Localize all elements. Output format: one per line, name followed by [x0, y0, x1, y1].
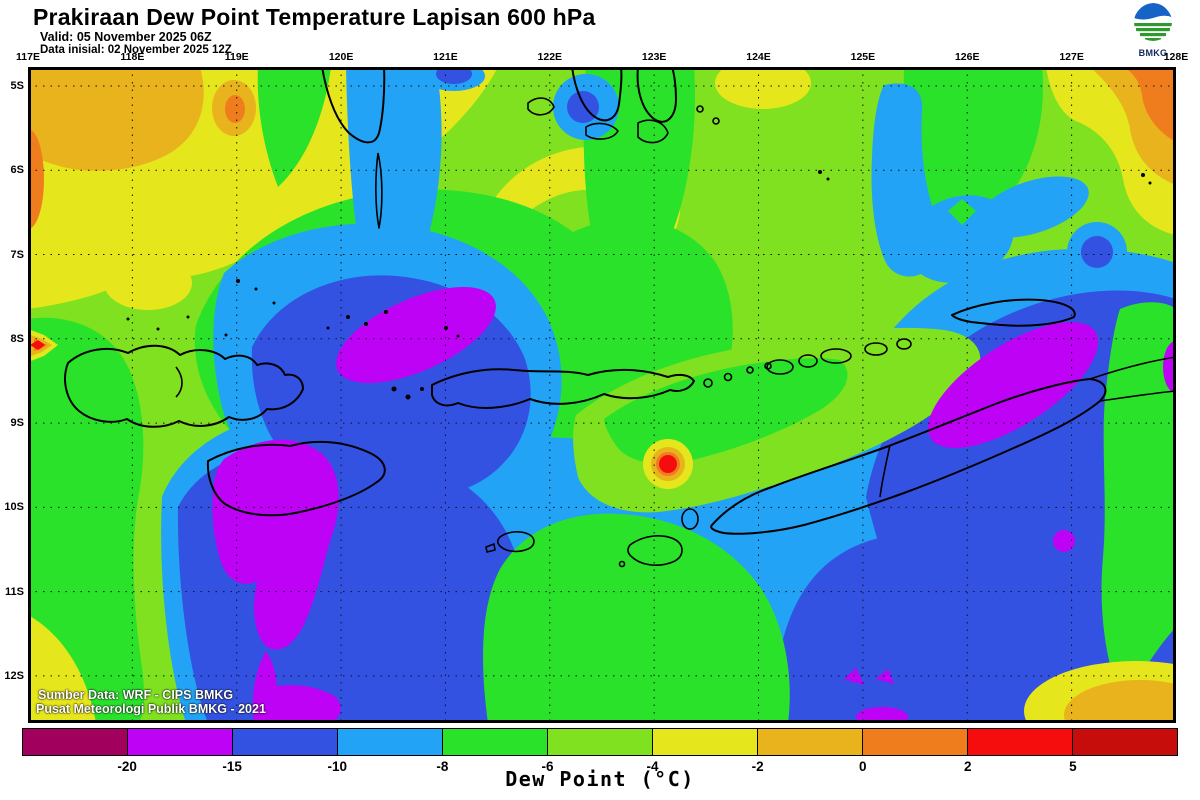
lon-label: 125E [850, 51, 876, 63]
data-source-credit: Sumber Data: WRF - CIPS BMKG [38, 688, 234, 702]
colorbar-tick-label: 5 [1069, 759, 1077, 774]
colorbar-segment [443, 729, 548, 755]
bmkg-logo-icon [1134, 3, 1172, 41]
weather-map [28, 67, 1176, 723]
lat-label: 9S [10, 417, 24, 430]
colorbar-tick-label: -4 [646, 759, 659, 774]
colorbar-segment [23, 729, 128, 755]
coastlines [64, 67, 1176, 568]
lon-label: 127E [1059, 51, 1084, 63]
colorbar-segment [1073, 729, 1177, 755]
colorbar-tick-label: -20 [117, 759, 137, 774]
lat-label: 7S [10, 248, 24, 261]
colorbar-tick-label: 0 [858, 759, 867, 774]
hot-spots [28, 329, 693, 489]
colorbar-segment [653, 729, 758, 755]
init-time: Data inisial: 02 November 2025 12Z [40, 44, 232, 56]
colorbar-segment [548, 729, 653, 755]
colorbar-segment [128, 729, 233, 755]
lon-label: 124E [746, 51, 771, 63]
lat-label: 5S [10, 80, 24, 92]
colorbar-segment [758, 729, 863, 755]
page-title: Prakiraan Dew Point Temperature Lapisan … [33, 4, 596, 30]
lon-label: 119E [224, 51, 249, 63]
colorbar-segment [863, 729, 968, 755]
colorbar-tick-label: -2 [751, 759, 764, 774]
publisher-credit: Pusat Meteorologi Publik BMKG - 2021 [36, 702, 266, 716]
bmkg-logo: BMKG [1127, 2, 1179, 58]
lat-label: 11S [5, 585, 24, 598]
colorbar-segment [968, 729, 1073, 755]
colorbar-segment [233, 729, 338, 755]
lon-label: 126E [954, 51, 980, 63]
colorbar-segment [338, 729, 443, 755]
lon-label: 121E [433, 51, 458, 63]
dewpoint-contour-map [28, 67, 1176, 723]
colorbar-caption: Dew Point (°C) [505, 767, 695, 791]
lon-label: 128E [1163, 51, 1189, 63]
lat-label: 8S [10, 332, 24, 345]
magenta-regions [212, 286, 1176, 723]
colorbar-tick-label: -15 [222, 759, 242, 774]
lat-label: 10S [4, 501, 24, 514]
colorbar-tick-label: -8 [436, 759, 449, 774]
lat-label: 6S [10, 164, 24, 177]
colorbar-tick-label: -6 [541, 759, 554, 774]
colorbar-tick-label: -10 [327, 759, 348, 774]
bmkg-logo-label: BMKG [1138, 48, 1168, 58]
valid-time: Valid: 05 November 2025 06Z [40, 30, 212, 44]
islet-specks [126, 170, 1152, 400]
lat-label: 12S [4, 669, 24, 682]
orange-regions [28, 67, 1176, 229]
lon-label: 118E [120, 51, 145, 63]
map-border [28, 67, 1176, 723]
lon-label: 123E [641, 51, 667, 63]
colorbar-tick-label: 2 [964, 759, 972, 774]
lon-label: 122E [537, 51, 563, 63]
blue-regions [177, 67, 1176, 723]
lon-label: 117E [16, 51, 40, 63]
lon-label: 120E [328, 51, 354, 63]
colorbar [22, 728, 1178, 756]
